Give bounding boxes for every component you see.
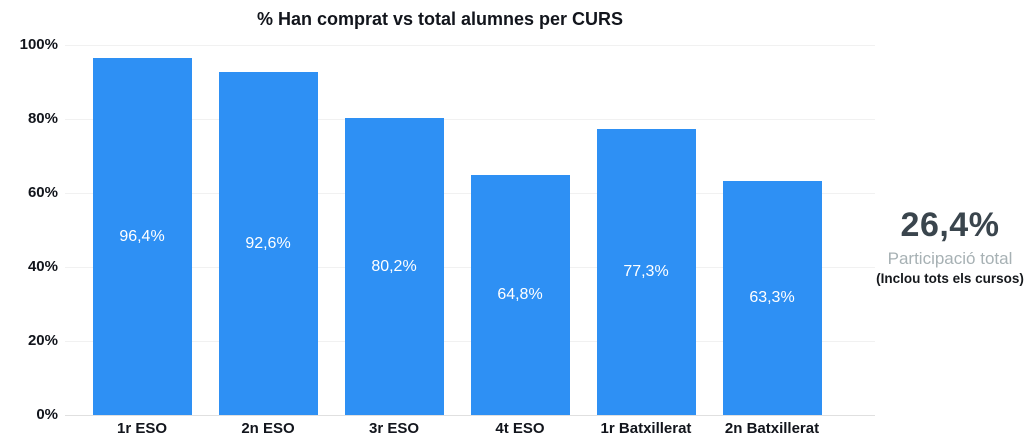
gridline [65,341,875,342]
gridline [65,193,875,194]
bar: 64,8% [470,175,570,415]
gridline [65,267,875,268]
y-axis-tick-label: 100% [19,36,58,53]
y-axis-tick-label: 80% [27,110,58,127]
total-participation-value: 26,4% [900,206,1000,244]
bar-value-label: 80,2% [371,257,417,275]
gridline [65,415,875,416]
bar-value-label: 64,8% [497,286,543,304]
x-axis-category-label: 1r Batxillerat [600,420,692,437]
y-axis-tick-label: 20% [27,332,58,349]
bar-value-label: 63,3% [749,288,795,306]
y-axis-tick-label: 0% [36,406,58,423]
bar-value-label: 92,6% [245,234,291,252]
bar: 92,6% [218,72,318,415]
gridline [65,45,875,46]
gridline [65,119,875,120]
bar-value-label: 96,4% [119,227,165,245]
y-axis-tick-label: 60% [27,184,58,201]
x-axis-category-label: 2n ESO [241,420,295,437]
bar: 80,2% [344,118,444,415]
chart-title: % Han comprat vs total alumnes per CURS [256,9,624,29]
x-axis-category-label: 3r ESO [368,420,420,437]
y-axis-tick-label: 40% [27,258,58,275]
total-participation-caption: Participació total [887,249,1013,269]
x-axis-category-label: 4t ESO [495,420,545,437]
x-axis-category-label: 2n Batxillerat [724,420,820,437]
total-participation-subcaption: (Inclou tots els cursos) [876,271,1024,287]
bar: 77,3% [596,129,696,415]
bar-value-label: 77,3% [623,263,669,280]
bar: 63,3% [722,180,822,415]
plot-area: 96,4% 92,6% 80,2% 64,8% 77,3% 63,3% [65,45,875,416]
total-participation-annotation: 26,4% Participació total (Inclou tots el… [876,206,1024,287]
bar: 96,4% [92,58,192,415]
x-axis-category-label: 1r ESO [116,420,168,437]
